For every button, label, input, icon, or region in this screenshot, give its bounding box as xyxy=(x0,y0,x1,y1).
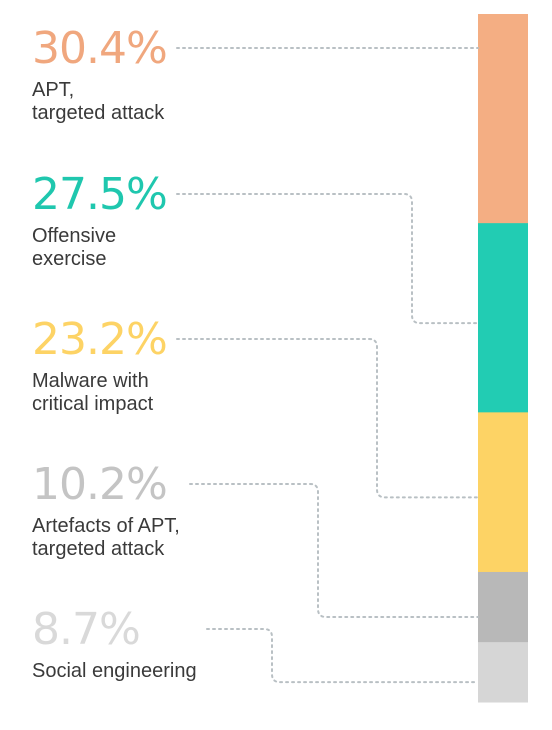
connector-line xyxy=(176,338,479,499)
bar-segment-5 xyxy=(478,642,528,703)
value-label: 8.7% xyxy=(32,604,141,655)
bar-segment-1 xyxy=(478,14,528,224)
category-label: Offensive exercise xyxy=(32,225,117,270)
category-item: 27.5% Offensive exercise xyxy=(32,169,168,271)
value-label: 27.5% xyxy=(32,169,168,220)
connector-line xyxy=(206,628,479,684)
value-label: 10.2% xyxy=(32,459,168,510)
category-label: Malware with critical impact xyxy=(32,370,154,415)
category-item: 10.2% Artefacts of APT, targeted attack xyxy=(32,461,180,561)
category-item: 8.7% Social engineering xyxy=(32,606,197,683)
value-label: 23.2% xyxy=(32,314,168,365)
category-label: Social engineering xyxy=(32,660,197,682)
category-item: 30.4% APT, targeted attack xyxy=(32,23,168,125)
connector-line xyxy=(176,193,479,325)
connector-line xyxy=(189,483,479,618)
category-label: Artefacts of APT, targeted attack xyxy=(32,515,180,560)
value-label: 30.4% xyxy=(32,23,168,74)
category-item: 23.2% Malware with critical impact xyxy=(32,314,168,416)
bar-segment-2 xyxy=(478,223,528,413)
category-label: APT, targeted attack xyxy=(32,79,165,124)
bar-segment-3 xyxy=(478,412,528,573)
bar-segment-4 xyxy=(478,571,528,643)
